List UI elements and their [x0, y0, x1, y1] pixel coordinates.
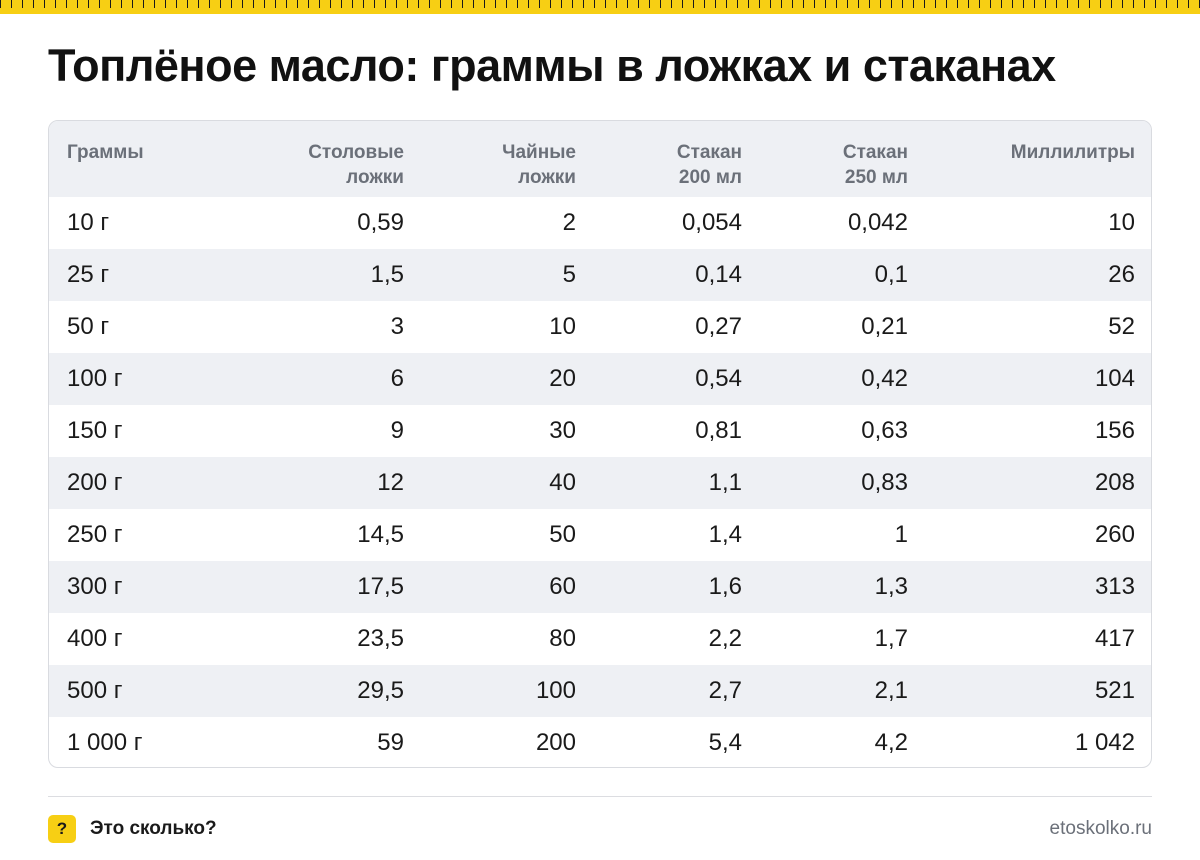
- cell-tablespoons: 14,5: [357, 521, 404, 548]
- cell-teaspoons: 200: [535, 729, 576, 756]
- ruler-strip: [0, 0, 1200, 14]
- cell-milliliters: 104: [1094, 365, 1135, 392]
- cell-cup-250: 2,1: [874, 677, 908, 704]
- cell-cup-250: 1,3: [874, 573, 908, 600]
- cell-cup-200: 1,6: [708, 573, 742, 600]
- cell-cup-250: 0,83: [861, 469, 908, 496]
- table-row: 25 г 1,5 5 0,14 0,1 26: [49, 249, 1151, 301]
- cell-teaspoons: 50: [549, 521, 576, 548]
- cell-cup-200: 0,27: [695, 313, 742, 340]
- cell-tablespoons: 23,5: [357, 625, 404, 652]
- cell-milliliters: 260: [1094, 521, 1135, 548]
- cell-milliliters: 208: [1094, 469, 1135, 496]
- table-body: 10 г 0,59 2 0,054 0,042 10 25 г 1,5 5 0,14 0,1 26 50…: [49, 197, 1151, 767]
- cell-cup-200: 1,4: [708, 521, 742, 548]
- cell-cup-250: 1,7: [874, 625, 908, 652]
- cell-grams: 300 г: [67, 573, 123, 600]
- column-header-teaspoons: Чайные ложки: [502, 142, 576, 188]
- cell-cup-200: 0,81: [695, 417, 742, 444]
- cell-tablespoons: 9: [390, 417, 404, 444]
- cell-cup-200: 1,1: [708, 469, 742, 496]
- column-header-grams: Граммы: [67, 142, 144, 163]
- cell-grams: 200 г: [67, 469, 123, 496]
- cell-teaspoons: 20: [549, 365, 576, 392]
- brand-name: Это сколько?: [90, 818, 217, 839]
- cell-grams: 400 г: [67, 625, 123, 652]
- cell-cup-200: 5,4: [708, 729, 742, 756]
- brand[interactable]: ? Это сколько?: [48, 815, 217, 843]
- footer-divider: [48, 796, 1152, 797]
- cell-cup-200: 0,14: [695, 261, 742, 288]
- column-header-cup-250: Стакан 250 мл: [842, 142, 908, 188]
- table-header-row: Граммы Столовые ложки Чайные ложки Стакан 2…: [49, 121, 1151, 197]
- cell-tablespoons: 29,5: [357, 677, 404, 704]
- cell-teaspoons: 2: [562, 209, 576, 236]
- column-header-milliliters: Миллилитры: [1010, 142, 1135, 163]
- cell-cup-250: 1: [894, 521, 908, 548]
- table-row: 1 000 г 59 200 5,4 4,2 1 042: [49, 717, 1151, 767]
- cell-tablespoons: 59: [377, 729, 404, 756]
- table-row: 400 г 23,5 80 2,2 1,7 417: [49, 613, 1151, 665]
- column-header-tablespoons: Столовые ложки: [308, 142, 404, 188]
- question-mark-icon: ?: [48, 815, 76, 843]
- cell-grams: 10 г: [67, 209, 110, 236]
- cell-cup-200: 0,54: [695, 365, 742, 392]
- cell-milliliters: 156: [1094, 417, 1135, 444]
- cell-cup-250: 0,63: [861, 417, 908, 444]
- cell-cup-250: 0,42: [861, 365, 908, 392]
- table-row: 100 г 6 20 0,54 0,42 104: [49, 353, 1151, 405]
- cell-cup-200: 2,2: [708, 625, 742, 652]
- cell-tablespoons: 6: [390, 365, 404, 392]
- cell-teaspoons: 80: [549, 625, 576, 652]
- cell-teaspoons: 30: [549, 417, 576, 444]
- page-title: Топлёное масло: граммы в ложках и стакан…: [48, 40, 1056, 91]
- column-header-cup-200: Стакан 200 мл: [676, 142, 742, 188]
- table-row: 300 г 17,5 60 1,6 1,3 313: [49, 561, 1151, 613]
- cell-grams: 50 г: [67, 313, 110, 340]
- cell-tablespoons: 0,59: [357, 209, 404, 236]
- cell-cup-250: 0,1: [874, 261, 908, 288]
- table-row: 500 г 29,5 100 2,7 2,1 521: [49, 665, 1151, 717]
- conversion-table-card: Граммы Столовые ложки Чайные ложки Стакан 2…: [48, 120, 1152, 768]
- cell-tablespoons: 12: [377, 469, 404, 496]
- cell-grams: 100 г: [67, 365, 123, 392]
- cell-cup-250: 0,042: [847, 209, 908, 236]
- cell-grams: 150 г: [67, 417, 123, 444]
- cell-cup-250: 4,2: [874, 729, 908, 756]
- cell-milliliters: 417: [1094, 625, 1135, 652]
- cell-teaspoons: 40: [549, 469, 576, 496]
- conversion-table: Граммы Столовые ложки Чайные ложки Стакан 2…: [49, 121, 1151, 767]
- cell-teaspoons: 60: [549, 573, 576, 600]
- cell-tablespoons: 3: [390, 313, 404, 340]
- cell-cup-200: 0,054: [681, 209, 742, 236]
- table-row: 150 г 9 30 0,81 0,63 156: [49, 405, 1151, 457]
- cell-grams: 500 г: [67, 677, 123, 704]
- cell-grams: 250 г: [67, 521, 123, 548]
- cell-grams: 1 000 г: [67, 729, 143, 756]
- cell-milliliters: 1 042: [1074, 729, 1135, 756]
- cell-cup-200: 2,7: [708, 677, 742, 704]
- cell-milliliters: 52: [1108, 313, 1135, 340]
- cell-milliliters: 26: [1108, 261, 1135, 288]
- cell-teaspoons: 5: [562, 261, 576, 288]
- cell-grams: 25 г: [67, 261, 110, 288]
- cell-teaspoons: 10: [549, 313, 576, 340]
- table-row: 10 г 0,59 2 0,054 0,042 10: [49, 197, 1151, 249]
- cell-milliliters: 521: [1094, 677, 1135, 704]
- cell-teaspoons: 100: [535, 677, 576, 704]
- cell-milliliters: 10: [1108, 209, 1135, 236]
- cell-tablespoons: 1,5: [370, 261, 404, 288]
- table-row: 200 г 12 40 1,1 0,83 208: [49, 457, 1151, 509]
- table-row: 250 г 14,5 50 1,4 1 260: [49, 509, 1151, 561]
- site-link[interactable]: etoskolko.ru: [1049, 818, 1152, 839]
- table-row: 50 г 3 10 0,27 0,21 52: [49, 301, 1151, 353]
- cell-tablespoons: 17,5: [357, 573, 404, 600]
- cell-cup-250: 0,21: [861, 313, 908, 340]
- cell-milliliters: 313: [1094, 573, 1135, 600]
